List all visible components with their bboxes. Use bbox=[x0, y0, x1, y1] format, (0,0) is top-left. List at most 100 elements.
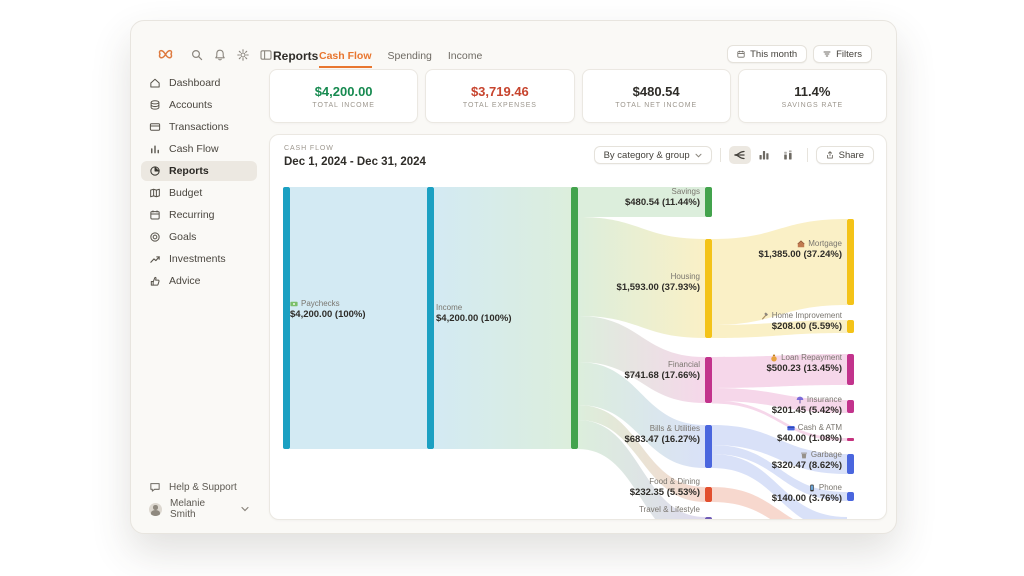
sidebar-item-budget[interactable]: Budget bbox=[141, 183, 257, 203]
flow-income-split bbox=[434, 187, 571, 449]
sankey-chart bbox=[276, 183, 874, 519]
tab-cash-flow[interactable]: Cash Flow bbox=[319, 50, 372, 68]
sankey-label-financial: Financial $741.68 (17.66%) bbox=[624, 360, 700, 381]
filter-icon bbox=[823, 51, 831, 57]
home-icon bbox=[150, 78, 160, 88]
group-by-select[interactable]: By category & group bbox=[593, 146, 712, 164]
sidebar-item-recurring[interactable]: Recurring bbox=[141, 205, 257, 225]
group-by-label: By category & group bbox=[603, 149, 690, 161]
gear-icon[interactable] bbox=[237, 49, 249, 61]
sidebar-item-investments[interactable]: Investments bbox=[141, 249, 257, 269]
filters-button[interactable]: Filters bbox=[813, 45, 872, 63]
total-expenses-value: $3,719.46 bbox=[470, 83, 529, 99]
stacked-bar-view-toggle[interactable] bbox=[777, 146, 799, 164]
chat-bubble-icon bbox=[150, 483, 160, 492]
sankey-view-toggle[interactable] bbox=[728, 146, 751, 164]
sidebar-item-transactions[interactable]: Transactions bbox=[141, 117, 257, 137]
sankey-label-paychecks: Paychecks $4,200.00 (100%) bbox=[290, 299, 366, 320]
flow-bills-phone bbox=[712, 445, 847, 501]
summary-card-savings-rate: 11.4% SAVINGS RATE bbox=[737, 69, 887, 123]
help-support-button[interactable]: Help & Support bbox=[141, 477, 257, 497]
sankey-label-phone: Phone $140.00 (3.76%) bbox=[771, 483, 842, 504]
summary-card-total-income: $4,200.00 TOTAL INCOME bbox=[269, 69, 419, 123]
share-button[interactable]: Share bbox=[815, 146, 874, 164]
sankey-label-food: Food & Dining $232.35 (5.53%) bbox=[629, 477, 700, 498]
credit-card-icon bbox=[787, 425, 795, 430]
app-window: Reports Cash Flow Spending Income This m… bbox=[130, 20, 897, 534]
calendar-icon bbox=[737, 50, 745, 58]
pie-chart-icon bbox=[150, 166, 160, 176]
chart-controls: By category & group bbox=[593, 146, 874, 164]
node-housing bbox=[705, 239, 712, 338]
node-financial bbox=[705, 357, 712, 403]
bar-view-toggle[interactable] bbox=[753, 146, 775, 164]
net-income-value: $480.54 bbox=[632, 83, 680, 99]
date-range-button[interactable]: This month bbox=[727, 45, 808, 63]
divider bbox=[806, 148, 808, 162]
tab-spending[interactable]: Spending bbox=[387, 50, 432, 62]
node-cash-atm bbox=[847, 438, 854, 441]
help-support-label: Help & Support bbox=[169, 481, 237, 493]
sankey-label-savings: Savings $480.54 (11.44%) bbox=[624, 187, 700, 208]
user-name: Melanie Smith bbox=[170, 498, 206, 520]
summary-cards-row: $4,200.00 TOTAL INCOME $3,719.46 TOTAL E… bbox=[269, 69, 887, 123]
sankey-label-garbage: Garbage $320.47 (8.62%) bbox=[771, 450, 842, 471]
node-mortgage bbox=[847, 219, 854, 305]
trash-icon bbox=[800, 452, 807, 458]
node-income-split bbox=[571, 187, 578, 449]
topbar-actions: This month Filters bbox=[727, 45, 872, 63]
filters-label: Filters bbox=[836, 48, 862, 60]
sidebar: Dashboard Accounts Transactions Cash Flo… bbox=[131, 71, 267, 533]
node-phone bbox=[847, 492, 854, 501]
flow-housing-mortgage bbox=[712, 219, 847, 325]
sankey-label-home-improvement: Home Improvement $208.00 (5.59%) bbox=[761, 310, 842, 332]
hammer-icon bbox=[761, 312, 768, 319]
bell-icon[interactable] bbox=[214, 49, 226, 61]
flow-food-other bbox=[712, 487, 794, 519]
sidebar-panel-icon[interactable] bbox=[260, 49, 272, 61]
flow-income-food bbox=[578, 405, 705, 502]
flow-financial-insurance bbox=[712, 388, 847, 413]
sankey-label-travel: Travel & Lifestyle bbox=[638, 505, 700, 514]
sidebar-item-reports[interactable]: Reports bbox=[141, 161, 257, 181]
sidebar-item-label: Accounts bbox=[169, 99, 213, 111]
node-loan-repayment bbox=[847, 354, 854, 385]
sidebar-item-dashboard[interactable]: Dashboard bbox=[141, 73, 257, 93]
sidebar-item-advice[interactable]: Advice bbox=[141, 271, 257, 291]
monarch-logo-icon[interactable] bbox=[157, 47, 174, 62]
divider bbox=[719, 148, 721, 162]
sankey-label-insurance: Insurance $201.45 (5.42%) bbox=[771, 395, 842, 416]
sidebar-footer: Help & Support Melanie Smith bbox=[141, 475, 257, 521]
user-menu[interactable]: Melanie Smith bbox=[141, 498, 257, 520]
net-income-label: TOTAL NET INCOME bbox=[615, 101, 698, 109]
tab-income[interactable]: Income bbox=[447, 50, 483, 62]
coins-icon bbox=[150, 100, 160, 110]
calendar-icon bbox=[150, 210, 160, 220]
sidebar-item-label: Cash Flow bbox=[169, 143, 219, 155]
trend-up-icon bbox=[150, 256, 160, 263]
node-food bbox=[705, 487, 712, 502]
sankey-label-bills: Bills & Utilities $683.47 (16.27%) bbox=[624, 424, 700, 445]
sidebar-item-label: Dashboard bbox=[169, 77, 221, 89]
flow-income-savings bbox=[578, 187, 705, 217]
chevron-down-icon bbox=[241, 506, 249, 512]
umbrella-icon bbox=[796, 396, 804, 403]
flow-income-housing bbox=[578, 217, 705, 338]
sidebar-item-goals[interactable]: Goals bbox=[141, 227, 257, 247]
sidebar-item-accounts[interactable]: Accounts bbox=[141, 95, 257, 115]
flow-income-bills bbox=[578, 362, 705, 468]
node-insurance bbox=[847, 400, 854, 413]
search-icon[interactable] bbox=[191, 49, 203, 61]
flow-bills-other bbox=[712, 454, 847, 519]
node-savings bbox=[705, 187, 712, 217]
node-paychecks bbox=[283, 187, 290, 449]
sankey-label-cash-atm: Cash & ATM $40.00 (1.08%) bbox=[777, 423, 842, 444]
main-content: $4,200.00 TOTAL INCOME $3,719.46 TOTAL E… bbox=[269, 69, 887, 533]
sidebar-item-label: Reports bbox=[169, 165, 209, 177]
target-icon bbox=[150, 232, 160, 242]
sidebar-item-label: Recurring bbox=[169, 209, 215, 221]
sidebar-item-cash-flow[interactable]: Cash Flow bbox=[141, 139, 257, 159]
sankey-view-icon bbox=[734, 150, 745, 160]
node-home-improvement bbox=[847, 320, 854, 333]
